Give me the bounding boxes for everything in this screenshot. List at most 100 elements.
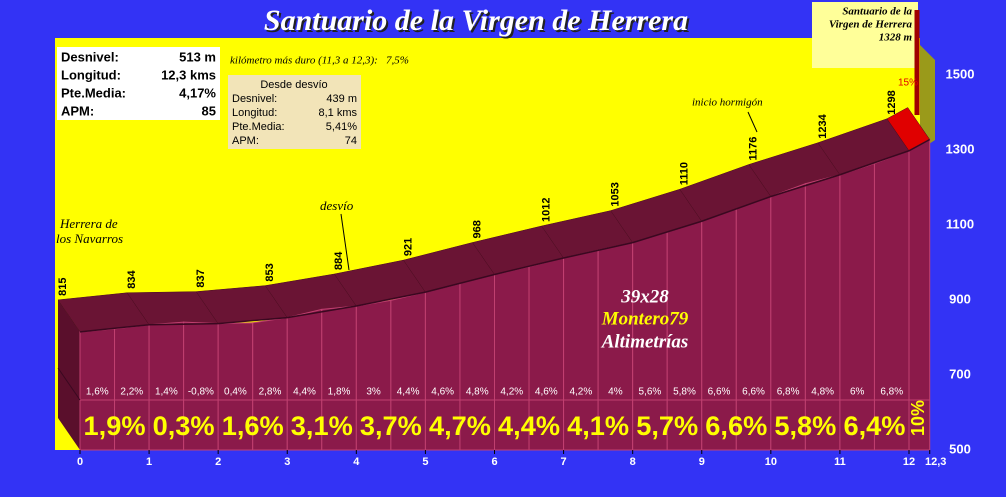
x-tick-label: 1 [146, 456, 152, 468]
profile-line [79, 138, 931, 333]
half-km-grade: 1,8% [328, 387, 351, 398]
x-tick-label: 4 [353, 456, 360, 468]
y-tick-label: 500 [949, 441, 971, 456]
half-km-grade: 6,6% [708, 387, 731, 398]
x-tick-label: 0 [77, 456, 83, 468]
summary-value: 513 m [179, 49, 216, 64]
half-km-grade: 4,8% [466, 387, 489, 398]
summit-label: Virgen de Herrera [829, 19, 913, 31]
half-km-grade: 1,4% [155, 387, 178, 398]
x-tick-label: 2 [215, 456, 221, 468]
watermark: Altimetrías [601, 331, 689, 352]
elevation-label: 1298 [886, 90, 898, 114]
start-label: Herrera de [59, 216, 118, 231]
half-km-grade: 4,6% [535, 387, 558, 398]
turnoff-label: Longitud: [232, 107, 277, 119]
km-grade: 6,4% [843, 411, 905, 441]
half-km-grade: 4,6% [431, 387, 454, 398]
hardest-km: kilómetro más duro (11,3 a 12,3): 7,5% [230, 55, 409, 67]
title-shadow: Santuario de la Virgen de Herrera [266, 6, 690, 39]
km-grade: 1,9% [84, 411, 146, 441]
elevation-label: 1234 [817, 113, 829, 138]
km-grade: 1,6% [222, 411, 284, 441]
side-face [58, 299, 80, 450]
turnoff-value: 439 m [326, 93, 357, 105]
km-grade: 0,3% [153, 411, 215, 441]
turnoff-value: 74 [345, 135, 357, 147]
half-km-grade: 4,4% [293, 387, 316, 398]
summary-label: Longitud: [61, 67, 121, 82]
summary-label: Desnivel: [61, 49, 119, 64]
summary-value: 85 [202, 103, 216, 118]
km-grade: 3,7% [360, 411, 422, 441]
summary-label: Pte.Media: [61, 85, 126, 100]
turnoff-label: desvío [320, 198, 354, 213]
x-tick-label: 3 [284, 456, 290, 468]
summit-label: 1328 m [879, 32, 913, 44]
x-tick-label: 9 [699, 456, 705, 468]
start-label: los Navarros [56, 231, 123, 246]
y-tick-label: 1100 [946, 216, 974, 231]
x-tick-label: 11 [834, 456, 846, 468]
front-face [804, 174, 841, 451]
km-grade: 3,1% [291, 411, 353, 441]
front-face [770, 183, 806, 451]
half-km-grade: -0,8% [188, 387, 214, 398]
front-face [839, 162, 875, 451]
concrete-pointer [747, 111, 758, 133]
x-tick-label: 12,3 [925, 456, 946, 468]
half-km-grade: 4,8% [811, 387, 834, 398]
km-grade: 10% [908, 400, 928, 436]
x-tick-label: 6 [491, 456, 497, 468]
km-grade: 5,7% [636, 411, 698, 441]
km-grade: 4,4% [498, 411, 560, 441]
elevation-label: 837 [195, 269, 207, 287]
half-km-grade: 2,8% [259, 387, 282, 398]
half-km-grade: 6,6% [742, 387, 765, 398]
concrete-label: inicio hormigón [692, 97, 763, 109]
summit-label: Santuario de la [842, 6, 912, 18]
half-km-grade: 5,8% [673, 387, 696, 398]
summit-box [812, 2, 918, 68]
km-grade: 4,7% [429, 411, 491, 441]
half-km-grade: 5,6% [639, 387, 662, 398]
turnoff-title: Desde desvío [260, 79, 327, 91]
elevation-label: 815 [57, 278, 69, 296]
turnoff-label: APM: [232, 135, 259, 147]
elevation-label: 1110 [679, 162, 691, 185]
half-km-grade: 6,8% [777, 387, 800, 398]
x-tick-label: 5 [422, 456, 428, 468]
side-wall [920, 45, 935, 150]
chart-title: Santuario de la Virgen de Herrera [264, 4, 688, 37]
half-km-grade: 4,4% [397, 387, 420, 398]
half-km-grade: 6,8% [880, 387, 903, 398]
turnoff-label: Pte.Media: [232, 121, 285, 133]
km-grade: 5,8% [774, 411, 836, 441]
elevation-label: 921 [402, 238, 414, 256]
elevation-label: 884 [333, 251, 345, 270]
half-km-grade: 1,6% [86, 387, 109, 398]
x-tick-label: 8 [630, 456, 636, 468]
elevation-label: 968 [471, 220, 483, 238]
x-tick-label: 10 [765, 456, 777, 468]
half-km-grade: 3% [366, 387, 381, 398]
elevation-label: 853 [264, 263, 276, 281]
y-tick-label: 700 [949, 366, 971, 381]
half-km-grade: 2,2% [120, 387, 143, 398]
summary-box [57, 47, 220, 120]
summary-value: 12,3 kms [161, 67, 216, 82]
x-tick-label: 12 [903, 456, 915, 468]
x-tick-label: 7 [561, 456, 567, 468]
y-tick-label: 1500 [946, 66, 975, 81]
y-tick-label: 1300 [946, 141, 975, 156]
profile [57, 107, 931, 451]
elevation-label: 1176 [748, 137, 760, 161]
summary-label: APM: [61, 103, 94, 118]
turnoff-label: Desnivel: [232, 93, 277, 105]
half-km-grade: 0,4% [224, 387, 247, 398]
summary-value: 4,17% [179, 85, 216, 100]
base-edge [57, 367, 81, 401]
km-grade: 4,1% [567, 411, 629, 441]
